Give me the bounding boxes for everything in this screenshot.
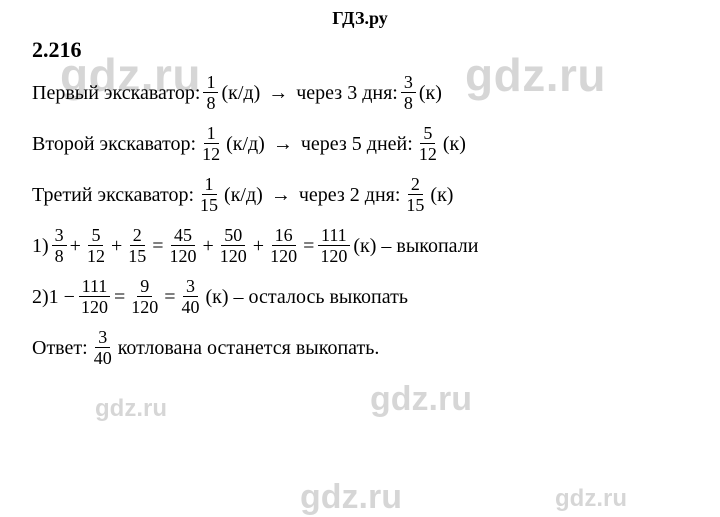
plus: + [70,232,81,260]
fraction-num: 3 [401,73,416,93]
fraction-111-120: 111 120 [78,277,111,316]
fraction-45-120: 45 120 [167,226,200,265]
fraction-1-15: 1 15 [197,175,221,214]
fraction-den: 12 [84,246,108,265]
arrow-icon: → [271,181,291,209]
fraction-1-12: 1 12 [199,124,223,163]
fraction-den: 15 [125,246,149,265]
fraction-den: 15 [197,195,221,214]
fraction-50-120: 50 120 [217,226,250,265]
fraction-num: 5 [420,124,435,144]
fraction-den: 12 [416,144,440,163]
fraction-3-8: 3 8 [52,226,67,265]
line-excavator-1: Первый экскаватор: 1 8 (к/д) → через 3 д… [32,73,688,112]
fraction-num: 1 [203,73,218,93]
fraction-den: 12 [199,144,223,163]
ex2-after: через 5 дней: [301,130,413,158]
ex3-label: Третий экскаватор: [32,181,194,209]
answer-prefix: Ответ: [32,334,88,362]
eq: = [152,232,163,260]
fraction-num: 3 [95,328,110,348]
one-minus: 1 − [49,283,75,311]
fraction-5-12: 5 12 [84,226,108,265]
fraction-num: 2 [130,226,145,246]
line-excavator-2: Второй экскаватор: 1 12 (к/д) → через 5 … [32,124,688,163]
plus: + [111,232,122,260]
fraction-den: 40 [179,297,203,316]
fraction-den: 120 [167,246,200,265]
fraction-den: 40 [91,348,115,367]
line-excavator-3: Третий экскаватор: 1 15 (к/д) → через 2 … [32,175,688,214]
ex3-tail: (к) [430,181,453,209]
fraction-den: 120 [78,297,111,316]
arrow-icon: → [268,79,288,107]
fraction-3-40: 3 40 [179,277,203,316]
fraction-num: 9 [137,277,152,297]
fraction-2-15: 2 15 [125,226,149,265]
plus: + [253,232,264,260]
fraction-9-120: 9 120 [128,277,161,316]
fraction-den: 120 [217,246,250,265]
fraction-num: 5 [88,226,103,246]
watermark: gdz.ru [95,395,167,423]
fraction-num: 16 [272,226,296,246]
fraction-3-40: 3 40 [91,328,115,367]
answer-suffix: котлована останется выкопать. [118,334,380,362]
fraction-111-120: 111 120 [317,226,350,265]
fraction-2-15: 2 15 [403,175,427,214]
fraction-num: 45 [171,226,195,246]
fraction-num: 1 [204,124,219,144]
step2-suffix: (к) – осталось выкопать [206,283,408,311]
fraction-den: 120 [128,297,161,316]
ex1-label: Первый экскаватор: [32,79,200,107]
fraction-num: 2 [408,175,423,195]
fraction-den: 8 [52,246,67,265]
watermark: gdz.ru [555,485,627,513]
fraction-num: 111 [79,277,111,297]
ex1-after: через 3 дня: [296,79,398,107]
fraction-num: 3 [183,277,198,297]
plus: + [203,232,214,260]
ex3-unit: (к/д) [224,181,263,209]
fraction-den: 15 [403,195,427,214]
step1-prefix: 1) [32,232,49,260]
watermark: gdz.ru [370,380,472,419]
ex1-tail: (к) [419,79,442,107]
watermark: gdz.ru [300,478,402,517]
fraction-num: 50 [221,226,245,246]
fraction-den: 8 [203,93,218,112]
step2-prefix: 2) [32,283,49,311]
fraction-3-8: 3 8 [401,73,416,112]
ex2-label: Второй экскаватор: [32,130,196,158]
fraction-1-8: 1 8 [203,73,218,112]
fraction-den: 120 [317,246,350,265]
fraction-num: 3 [52,226,67,246]
step1-suffix: (к) – выкопали [353,232,478,260]
ex3-after: через 2 дня: [299,181,401,209]
fraction-num: 1 [202,175,217,195]
line-answer: Ответ: 3 40 котлована останется выкопать… [32,328,688,367]
ex1-unit: (к/д) [221,79,260,107]
solution-body: 2.216 Первый экскаватор: 1 8 (к/д) → чер… [0,29,720,367]
fraction-5-12: 5 12 [416,124,440,163]
ex2-tail: (к) [443,130,466,158]
fraction-num: 111 [318,226,350,246]
fraction-den: 120 [267,246,300,265]
eq: = [114,283,125,311]
line-step-1: 1) 3 8 + 5 12 + 2 15 = 45 120 + 50 120 +… [32,226,688,265]
problem-number: 2.216 [32,39,688,61]
line-step-2: 2) 1 − 111 120 = 9 120 = 3 40 (к) – оста… [32,277,688,316]
eq: = [303,232,314,260]
fraction-den: 8 [401,93,416,112]
arrow-icon: → [273,130,293,158]
fraction-16-120: 16 120 [267,226,300,265]
ex2-unit: (к/д) [226,130,265,158]
site-header: ГДЗ.ру [0,0,720,29]
eq: = [164,283,175,311]
